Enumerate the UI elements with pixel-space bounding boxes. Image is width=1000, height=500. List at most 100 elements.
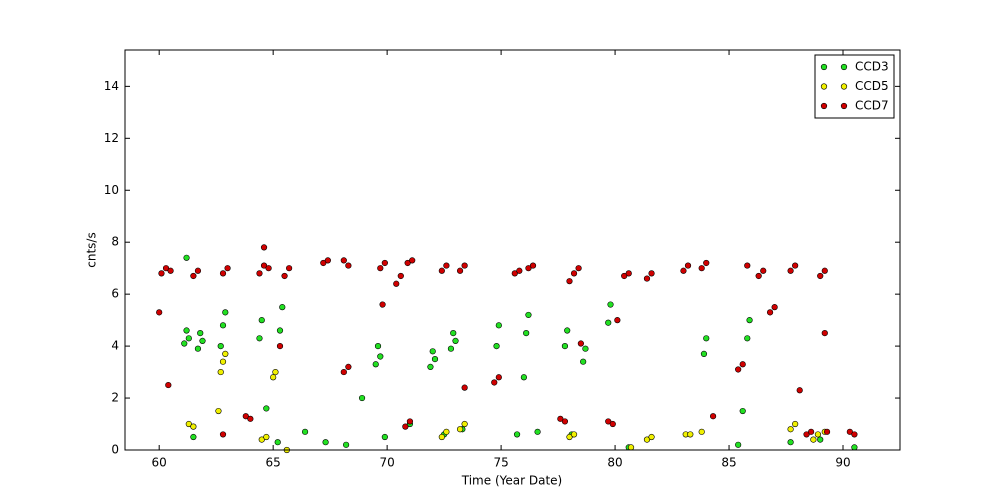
point bbox=[792, 420, 799, 428]
point bbox=[495, 374, 502, 381]
point bbox=[260, 244, 268, 251]
point bbox=[379, 301, 386, 308]
point bbox=[461, 384, 468, 391]
point bbox=[614, 317, 621, 324]
point bbox=[534, 428, 541, 435]
point bbox=[343, 441, 350, 448]
plot-frame bbox=[124, 49, 901, 451]
point bbox=[684, 262, 692, 269]
point bbox=[219, 322, 227, 329]
point bbox=[256, 270, 263, 277]
point bbox=[687, 431, 694, 438]
point bbox=[621, 272, 628, 280]
legend-label: CCD3 bbox=[855, 60, 889, 74]
point bbox=[566, 433, 573, 441]
point bbox=[821, 267, 828, 274]
point bbox=[397, 272, 404, 280]
point bbox=[817, 436, 824, 443]
point bbox=[605, 319, 612, 326]
point bbox=[564, 327, 571, 334]
x-tick-label: 65 bbox=[266, 456, 281, 470]
point bbox=[529, 262, 537, 269]
point bbox=[263, 405, 270, 412]
point bbox=[224, 265, 231, 272]
point bbox=[452, 337, 459, 345]
point bbox=[158, 270, 165, 277]
point bbox=[735, 441, 742, 448]
point bbox=[438, 267, 445, 274]
point bbox=[787, 267, 794, 274]
legend-label: CCD7 bbox=[855, 99, 889, 113]
point bbox=[404, 259, 411, 267]
point bbox=[580, 358, 587, 365]
point bbox=[803, 431, 810, 438]
point bbox=[703, 259, 710, 267]
point bbox=[744, 262, 751, 269]
point bbox=[609, 420, 616, 428]
point bbox=[520, 374, 527, 381]
point bbox=[222, 350, 229, 357]
point bbox=[190, 272, 197, 280]
point bbox=[181, 340, 188, 347]
legend-marker bbox=[820, 83, 828, 90]
point bbox=[523, 330, 530, 337]
point bbox=[648, 433, 655, 441]
point bbox=[643, 436, 651, 443]
point bbox=[570, 431, 578, 438]
point bbox=[406, 418, 414, 425]
x-axis-label: Time (Year Date) bbox=[461, 474, 562, 488]
point bbox=[197, 330, 204, 337]
point bbox=[771, 304, 778, 311]
point bbox=[340, 368, 347, 376]
legend-marker bbox=[840, 102, 848, 110]
point bbox=[402, 423, 409, 430]
point bbox=[194, 267, 202, 274]
point bbox=[301, 428, 309, 435]
point bbox=[792, 262, 799, 269]
point bbox=[247, 415, 254, 422]
point bbox=[272, 368, 279, 376]
point bbox=[814, 431, 822, 438]
point bbox=[190, 433, 197, 441]
point bbox=[450, 330, 457, 337]
point bbox=[443, 262, 450, 269]
point bbox=[561, 418, 569, 425]
point bbox=[493, 343, 500, 350]
point bbox=[605, 418, 612, 425]
point bbox=[156, 309, 163, 316]
point bbox=[557, 415, 564, 422]
point bbox=[194, 345, 202, 352]
y-tick-label: 6 bbox=[111, 287, 119, 301]
point bbox=[219, 270, 227, 277]
point bbox=[648, 270, 655, 277]
point bbox=[324, 257, 331, 264]
point bbox=[796, 387, 803, 394]
point bbox=[279, 304, 286, 311]
point bbox=[190, 423, 197, 430]
legend-box bbox=[814, 54, 895, 119]
point bbox=[162, 265, 170, 272]
point bbox=[456, 267, 464, 274]
point bbox=[461, 262, 468, 269]
point bbox=[429, 348, 436, 355]
point bbox=[461, 420, 468, 428]
point bbox=[766, 309, 774, 316]
point bbox=[447, 345, 455, 352]
y-tick-label: 14 bbox=[104, 79, 119, 93]
point bbox=[374, 343, 382, 350]
legend-marker bbox=[820, 63, 828, 71]
point bbox=[183, 254, 190, 261]
legend-marker bbox=[820, 102, 828, 110]
point bbox=[735, 366, 742, 373]
point bbox=[219, 358, 227, 365]
point bbox=[345, 363, 352, 370]
point bbox=[345, 262, 352, 269]
point bbox=[274, 439, 281, 446]
point bbox=[260, 262, 268, 269]
point bbox=[821, 330, 828, 337]
point bbox=[755, 272, 762, 280]
point bbox=[851, 431, 858, 438]
point bbox=[185, 420, 192, 428]
point bbox=[443, 428, 450, 435]
